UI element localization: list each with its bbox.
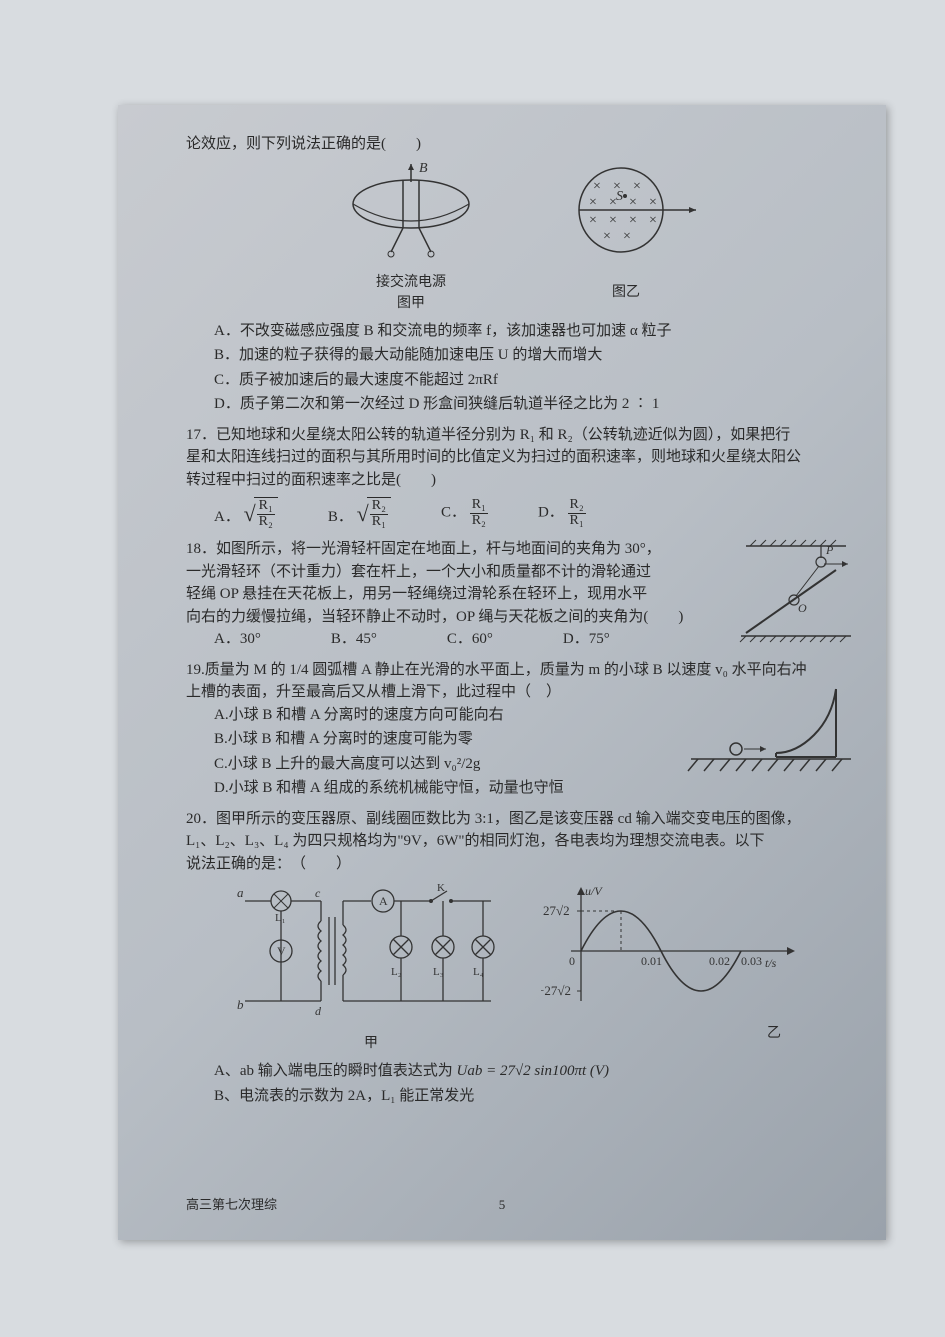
q20-stem2: L₁、L₂、L₃、L₄ 为四只规格均为"9V，6W"的相同灯泡，各电表均为理想交… xyxy=(186,830,846,853)
field-region-svg: × × × × × × × × × × × × × S xyxy=(551,160,701,270)
cyclotron-svg: B xyxy=(331,160,491,270)
q-cont-optA: A．不改变磁感应强度 B 和交流电的频率 f，该加速器也可加速 α 粒子 xyxy=(214,320,846,343)
svg-text:×: × xyxy=(589,213,597,228)
figure-yi: × × × × × × × × × × × × × S 图乙 xyxy=(551,160,701,314)
q20-optA: A、ab 输入端电压的瞬时值表达式为 Uab = 27√2 sin100πt (… xyxy=(214,1060,846,1083)
q17-stem1: 17．已知地球和火星绕太阳公转的轨道半径分别为 R₁ 和 R₂（公转轨迹近似为圆… xyxy=(186,424,846,447)
svg-text:×: × xyxy=(649,195,657,210)
q20-optB: B、电流表的示数为 2A，L₁ 能正常发光 xyxy=(214,1085,846,1108)
arc-groove-svg xyxy=(686,677,856,777)
svg-text:×: × xyxy=(649,213,657,228)
svg-text:0: 0 xyxy=(569,954,575,968)
svg-text:0.01: 0.01 xyxy=(641,954,662,968)
svg-text:0.02: 0.02 xyxy=(709,954,730,968)
question-18: P O 18．如图所示，将一光滑轻杆固定在地面上，杆与地面 xyxy=(186,538,846,651)
question-continued: 论效应，则下列说法正确的是( ) B 接交流电源 图甲 xyxy=(186,133,846,416)
label-P: P xyxy=(825,543,834,557)
svg-text:L₃: L₃ xyxy=(433,966,444,978)
svg-text:×: × xyxy=(633,179,641,194)
q-cont-optC: C．质子被加速后的最大速度不能超过 2πRf xyxy=(214,369,846,392)
svg-text:27√2: 27√2 xyxy=(543,903,570,918)
q17-stem2: 星和太阳连线扫过的面积与其所用时间的比值定义为扫过的面积速率，则地球和火星绕太阳… xyxy=(186,446,846,469)
svg-text:b: b xyxy=(237,997,244,1012)
svg-text:K: K xyxy=(437,882,445,894)
label-S: S xyxy=(616,189,623,204)
label-B: B xyxy=(419,161,428,176)
svg-text:A: A xyxy=(379,894,388,908)
svg-text:a: a xyxy=(237,885,244,900)
q20-fig-yi-caption: 乙 xyxy=(541,1023,801,1044)
q20-figures: a b L₁ V xyxy=(186,881,846,1054)
exam-page: 论效应，则下列说法正确的是( ) B 接交流电源 图甲 xyxy=(118,105,886,1240)
svg-text:×: × xyxy=(629,195,637,210)
q18-optA: A．30° xyxy=(214,628,261,651)
page-footer: 高三第七次理综 5 xyxy=(118,1195,886,1215)
q18-optC: C．60° xyxy=(447,628,493,651)
q20-graph: u/V t/s 27√2 −27√2 0 0.01 0.02 0.03 乙 xyxy=(541,881,801,1054)
svg-text:×: × xyxy=(609,213,617,228)
fig-jia-caption: 图甲 xyxy=(331,293,491,314)
svg-text:L₄: L₄ xyxy=(473,966,484,978)
label-O: O xyxy=(798,601,807,615)
footer-left: 高三第七次理综 xyxy=(186,1195,277,1215)
svg-text:V: V xyxy=(277,944,286,958)
question-17: 17．已知地球和火星绕太阳公转的轨道半径分别为 R₁ 和 R₂（公转轨迹近似为圆… xyxy=(186,424,846,531)
q18-optB: B．45° xyxy=(331,628,377,651)
svg-text:u/V: u/V xyxy=(585,884,603,898)
q20-stem1: 20．图甲所示的变压器原、副线圈匝数比为 3:1，图乙是该变压器 cd 输入端交… xyxy=(186,808,846,831)
sine-graph-svg: u/V t/s 27√2 −27√2 0 0.01 0.02 0.03 xyxy=(541,881,801,1021)
svg-text:×: × xyxy=(623,229,631,244)
q17-options: A． √R₁R₂ B． √R₂R₁ C． R₁R₂ D． R₂R₁ xyxy=(214,497,846,530)
fig-yi-caption: 图乙 xyxy=(551,282,701,303)
question-20: 20．图甲所示的变压器原、副线圈匝数比为 3:1，图乙是该变压器 cd 输入端交… xyxy=(186,808,846,1108)
svg-text:×: × xyxy=(603,229,611,244)
transformer-circuit-svg: a b L₁ V xyxy=(231,881,511,1031)
pulley-svg: P O xyxy=(736,538,856,648)
svg-text:d: d xyxy=(315,1004,322,1018)
q-cont-optD: D．质子第二次和第一次经过 D 形盒间狭缝后轨道半径之比为 2 ∶ 1 xyxy=(214,393,846,416)
svg-text:×: × xyxy=(593,179,601,194)
svg-text:×: × xyxy=(629,213,637,228)
q20-stem3: 说法正确的是： （ ） xyxy=(186,853,846,876)
figure-row-cyclotron: B 接交流电源 图甲 × × × × × xyxy=(186,160,846,314)
svg-text:×: × xyxy=(589,195,597,210)
q-cont-stem: 论效应，则下列说法正确的是( ) xyxy=(186,133,846,156)
q19-figure xyxy=(686,677,856,785)
q17-stem3: 转过程中扫过的面积速率之比是( ) xyxy=(186,469,846,492)
svg-text:c: c xyxy=(315,886,321,900)
fig-jia-top-caption: 接交流电源 xyxy=(331,272,491,293)
svg-text:0.03: 0.03 xyxy=(741,954,762,968)
q17-optC: C． R₁R₂ xyxy=(441,498,488,528)
svg-text:L₂: L₂ xyxy=(391,966,402,978)
q-cont-optB: B．加速的粒子获得的最大动能随加速电压 U 的增大而增大 xyxy=(214,344,846,367)
q17-optD: D． R₂R₁ xyxy=(538,498,586,528)
q18-optD: D．75° xyxy=(563,628,610,651)
page-number: 5 xyxy=(499,1195,506,1215)
q20-fig-jia-caption: 甲 xyxy=(231,1033,511,1054)
question-19: 19.质量为 M 的 1/4 圆弧槽 A 静止在光滑的水平面上，质量为 m 的小… xyxy=(186,659,846,800)
q17-optA: A． √R₁R₂ xyxy=(214,497,278,530)
q20-circuit: a b L₁ V xyxy=(231,881,511,1054)
q18-figure: P O xyxy=(736,538,856,656)
figure-jia: B 接交流电源 图甲 xyxy=(331,160,491,314)
svg-text:−27√2: −27√2 xyxy=(541,983,571,998)
svg-text:t/s: t/s xyxy=(765,956,777,970)
q17-optB: B． √R₂R₁ xyxy=(328,497,391,530)
